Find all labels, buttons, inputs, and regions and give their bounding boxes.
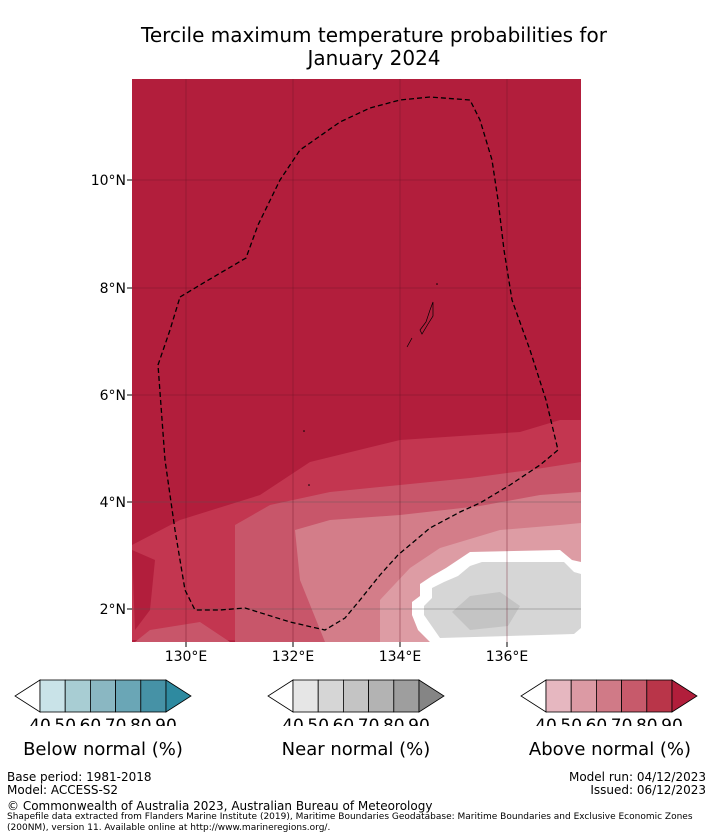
colorbar-tick-label: 60	[333, 716, 355, 726]
colorbar-segment	[545, 679, 572, 713]
colorbar-extend-high	[671, 679, 698, 713]
colorbar-segment	[140, 679, 167, 713]
colorbar-tick-label: 70	[358, 716, 380, 726]
colorbar-near-normal: 40 50 60 70 80 90	[267, 679, 445, 726]
colorbar-segment	[292, 679, 319, 713]
colorbar-tick-label: 80	[636, 716, 658, 726]
colorbar-extend-high	[165, 679, 192, 713]
shapefile-credit-2: (200NM), version 11. Available online at…	[7, 823, 331, 833]
lon-label: 132°E	[272, 649, 315, 665]
lat-label: 2°N	[100, 602, 126, 618]
colorbar-extend-high	[418, 679, 445, 713]
colorbar-segment	[317, 679, 344, 713]
colorbar-tick-label: 90	[155, 716, 177, 726]
lon-label: 134°E	[379, 649, 422, 665]
colorbar-tick-label: 50	[54, 716, 76, 726]
colorbar-tick-label: 80	[130, 716, 152, 726]
palau-islands	[419, 301, 434, 335]
colorbar-above-normal: 40 50 60 70 80 90	[520, 679, 698, 726]
legend-label-below: Below normal (%)	[23, 739, 183, 760]
legend-area: 40 50 60 70 80 90 40 50 60 70 80 90 40 50 60 70 80 90 B…	[0, 676, 713, 766]
colorbar-segment	[342, 679, 369, 713]
colorbar-tick-label: 40	[29, 716, 51, 726]
colorbar-tick-label: 70	[105, 716, 127, 726]
colorbar-segment	[393, 679, 420, 713]
legend-label-near: Near normal (%)	[281, 739, 431, 760]
islet-north	[436, 283, 438, 285]
colorbar-extend-low	[267, 679, 294, 713]
colorbar-tick-label: 60	[586, 716, 608, 726]
colorbar-segment	[570, 679, 597, 713]
probability-map: 10°N 8°N 6°N 4°N 2°N 130°E 132°E 134°E 1…	[91, 79, 581, 665]
colorbar-segment	[39, 679, 66, 713]
lon-label: 136°E	[486, 649, 529, 665]
colorbar-segment	[64, 679, 91, 713]
model-name: Model: ACCESS-S2	[7, 783, 119, 797]
colorbar-extend-low	[14, 679, 41, 713]
lat-label: 6°N	[100, 388, 126, 404]
colorbar-below-normal: 40 50 60 70 80 90	[14, 679, 192, 726]
colorbar-tick-label: 90	[661, 716, 683, 726]
map-title: Tercile maximum temperature probabilitie…	[0, 24, 713, 70]
colorbar-segment	[368, 679, 395, 713]
palau-islet-south	[406, 337, 413, 348]
colorbar-extend-low	[520, 679, 547, 713]
model-run: Model run: 04/12/2023	[568, 770, 706, 784]
base-period: Base period: 1981-2018	[7, 770, 152, 784]
colorbar-segment	[596, 679, 623, 713]
title-line-2: January 2024	[307, 46, 441, 70]
above-90-patch	[132, 550, 155, 630]
shapefile-credit-1: Shapefile data extracted from Flanders M…	[7, 812, 693, 822]
lat-label: 4°N	[100, 495, 126, 511]
issued-date: Issued: 06/12/2023	[590, 783, 706, 797]
title-line-1: Tercile maximum temperature probabilitie…	[141, 23, 607, 47]
near-50-region	[452, 592, 520, 630]
legend-label-above: Above normal (%)	[528, 739, 692, 760]
lat-label: 8°N	[100, 281, 126, 297]
colorbars: 40 50 60 70 80 90 40 50 60 70 80 90 40 50 60 70 80 90	[14, 679, 698, 726]
colorbar-tick-label: 40	[282, 716, 304, 726]
islet-sonsorol	[303, 430, 305, 432]
lat-label: 10°N	[91, 173, 126, 189]
copyright: © Commonwealth of Australia 2023, Austra…	[7, 799, 433, 813]
lat-axis: 10°N 8°N 6°N 4°N 2°N	[91, 173, 132, 618]
colorbar-tick-label: 70	[611, 716, 633, 726]
colorbar-tick-label: 50	[307, 716, 329, 726]
colorbar-segment	[90, 679, 117, 713]
colorbar-tick-label: 80	[383, 716, 405, 726]
eez-boundary	[157, 96, 559, 631]
colorbar-segment	[621, 679, 648, 713]
islet-tobi	[308, 484, 310, 486]
lon-axis: 130°E 132°E 134°E 136°E	[165, 642, 529, 665]
map-fill	[132, 79, 581, 642]
colorbar-segment	[646, 679, 673, 713]
colorbar-tick-label: 50	[560, 716, 582, 726]
colorbar-tick-label: 40	[535, 716, 557, 726]
colorbar-segment	[115, 679, 142, 713]
colorbar-tick-label: 60	[80, 716, 102, 726]
lon-label: 130°E	[165, 649, 208, 665]
above-70-patch-sw	[135, 622, 230, 642]
colorbar-tick-label: 90	[408, 716, 430, 726]
